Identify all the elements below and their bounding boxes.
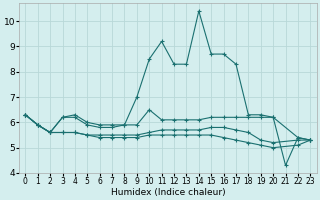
X-axis label: Humidex (Indice chaleur): Humidex (Indice chaleur): [110, 188, 225, 197]
